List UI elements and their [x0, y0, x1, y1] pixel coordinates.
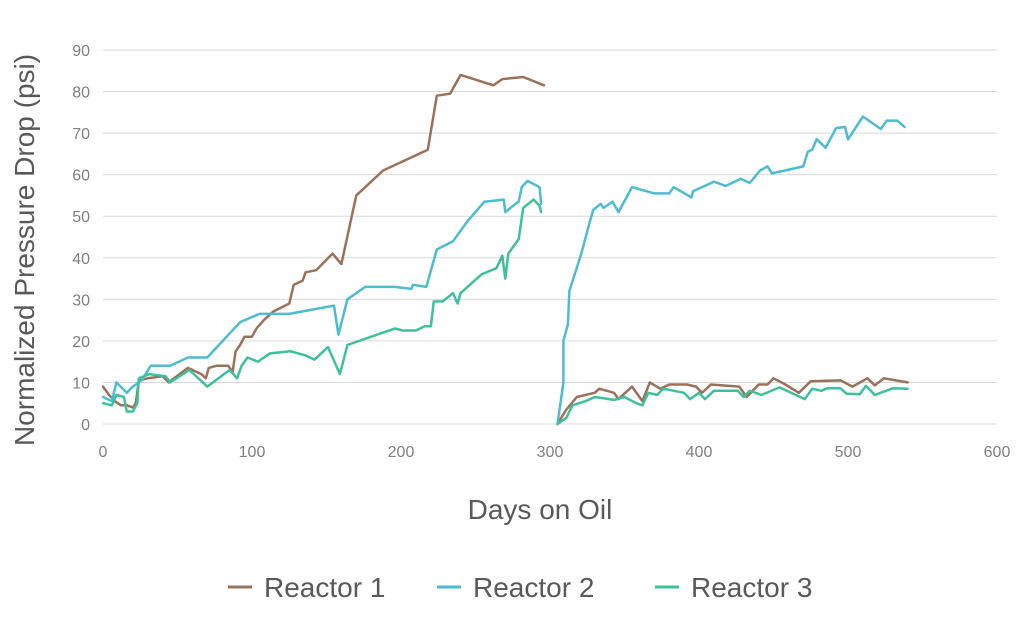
legend-label: Reactor 1: [264, 572, 385, 603]
x-axis-ticks: 0 100 200 300 400 500 600: [99, 444, 1011, 461]
series-line: [101, 73, 546, 409]
series-reactor-1: [101, 73, 909, 426]
x-axis-title: Days on Oil: [468, 494, 613, 525]
y-tick-label: 0: [81, 417, 90, 434]
series-line: [101, 198, 543, 413]
series-line: [556, 115, 906, 426]
x-tick-label: 500: [835, 444, 862, 461]
y-tick-label: 10: [72, 375, 90, 392]
series-line: [556, 377, 909, 426]
y-tick-label: 70: [72, 126, 90, 143]
y-axis-title: Normalized Pressure Drop (psi): [9, 54, 40, 446]
series-lines: [101, 73, 909, 426]
y-tick-label: 30: [72, 292, 90, 309]
y-tick-label: 90: [72, 43, 90, 60]
series-line: [556, 384, 909, 426]
legend-label: Reactor 3: [691, 572, 812, 603]
gridlines: [103, 49, 997, 425]
series-line: [101, 179, 543, 403]
legend-label: Reactor 2: [473, 572, 594, 603]
x-tick-label: 200: [388, 444, 415, 461]
x-tick-label: 100: [239, 444, 266, 461]
x-tick-label: 300: [537, 444, 564, 461]
y-tick-label: 80: [72, 85, 90, 102]
y-axis-ticks: 0 10 20 30 40 50 60 70 80 90: [72, 43, 90, 434]
legend: Reactor 1 Reactor 2 Reactor 3: [228, 572, 812, 603]
y-tick-label: 50: [72, 209, 90, 226]
x-tick-label: 0: [99, 444, 108, 461]
x-tick-label: 400: [686, 444, 713, 461]
series-reactor-3: [101, 198, 909, 426]
y-tick-label: 20: [72, 334, 90, 351]
y-tick-label: 40: [72, 251, 90, 268]
x-tick-label: 600: [984, 444, 1011, 461]
y-tick-label: 60: [72, 168, 90, 185]
